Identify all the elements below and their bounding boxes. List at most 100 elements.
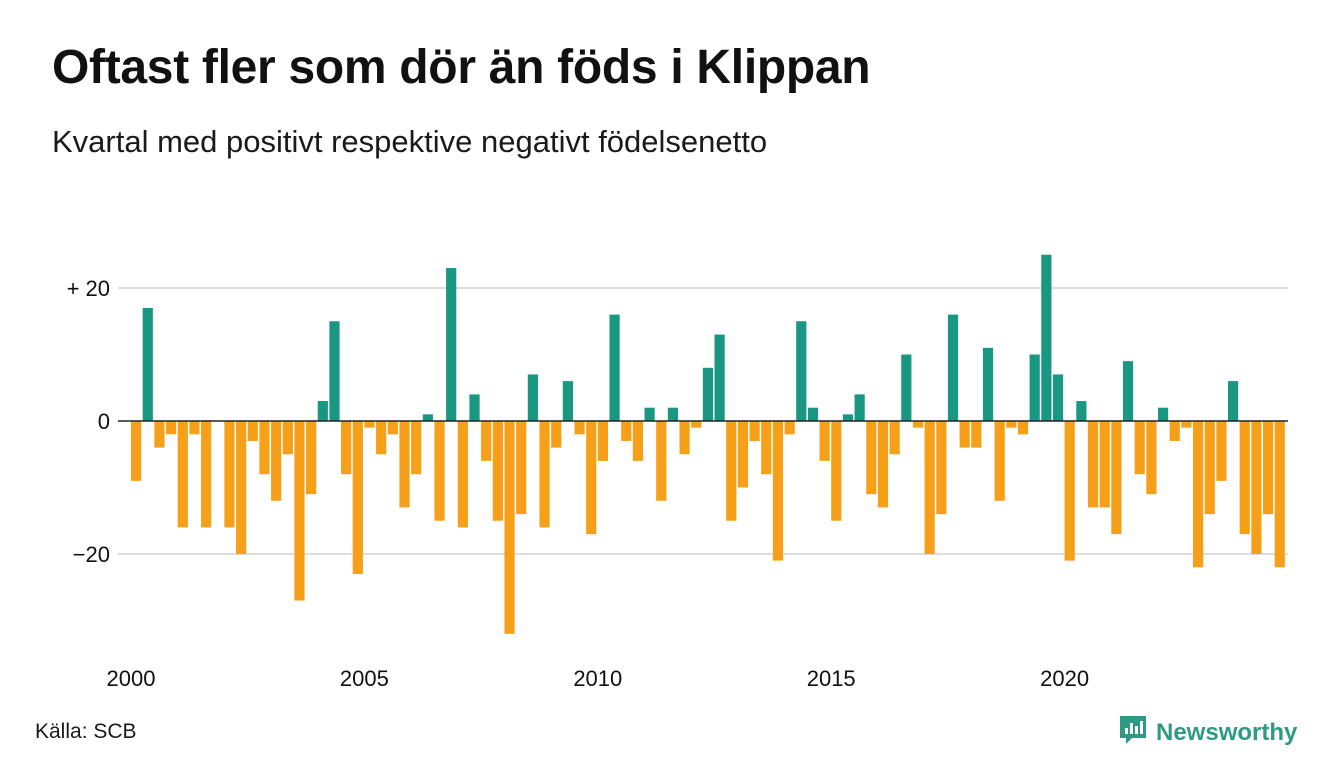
bar-positive <box>1122 361 1134 421</box>
x-tick-label: 2005 <box>340 666 389 691</box>
brand-logo[interactable]: Newsworthy <box>1118 714 1297 751</box>
bar-negative <box>959 421 970 448</box>
bar-negative <box>691 421 702 428</box>
bar-negative <box>784 421 795 435</box>
bar-negative <box>772 421 784 561</box>
bar-negative <box>1274 421 1285 568</box>
bar-positive <box>901 354 912 421</box>
bar-negative <box>1262 421 1274 515</box>
bar-positive <box>446 268 457 421</box>
bar-negative <box>201 421 212 528</box>
bar-negative <box>247 421 258 441</box>
bar-positive <box>422 414 433 421</box>
bar-negative <box>271 421 282 501</box>
bar-negative <box>411 421 422 475</box>
bar-positive <box>644 407 655 421</box>
bar-negative <box>131 421 142 481</box>
x-tick-label: 2010 <box>573 666 622 691</box>
bar-negative <box>994 421 1005 501</box>
bar-negative <box>352 421 363 574</box>
chart-title: Oftast fler som dör än föds i Klippan <box>52 41 871 94</box>
bar-negative <box>166 421 177 435</box>
bar-negative <box>364 421 375 428</box>
bar-positive <box>1052 374 1064 421</box>
bar-negative <box>761 421 772 475</box>
bar-negative <box>1087 421 1099 508</box>
bar-negative <box>866 421 877 495</box>
bar-negative <box>224 421 235 528</box>
bar-positive <box>947 314 959 421</box>
bar-negative <box>679 421 690 455</box>
bar-negative <box>481 421 492 461</box>
bar-negative <box>1064 421 1075 561</box>
bar-negative <box>306 421 317 495</box>
bar-negative <box>1204 421 1215 515</box>
bar-negative <box>387 421 398 435</box>
bar-positive <box>714 334 725 421</box>
bar-positive <box>854 394 865 421</box>
source-note: Källa: SCB <box>35 720 137 743</box>
bar-negative <box>1251 421 1262 554</box>
bar-positive <box>1076 401 1087 421</box>
bar-negative <box>912 421 924 428</box>
bar-negative <box>819 421 830 461</box>
bar-negative <box>1146 421 1157 495</box>
bar-negative <box>1169 421 1180 441</box>
bar-negative <box>259 421 270 475</box>
bar-negative <box>539 421 550 528</box>
bar-negative <box>341 421 352 475</box>
bar-positive <box>1041 254 1052 421</box>
bar-negative <box>399 421 410 508</box>
bar-positive <box>807 407 819 421</box>
bars <box>131 254 1285 634</box>
bar-positive <box>609 314 620 421</box>
bar-negative <box>1111 421 1122 535</box>
bar-negative <box>889 421 900 455</box>
bar-negative <box>457 421 468 528</box>
bar-negative <box>1134 421 1145 475</box>
bar-positive <box>842 414 854 421</box>
bar-negative <box>877 421 889 508</box>
gridlines <box>118 287 1288 555</box>
bar-negative <box>177 421 188 528</box>
bar-negative <box>656 421 667 501</box>
bar-negative <box>1239 421 1250 535</box>
newsworthy-logo-icon <box>1118 714 1148 751</box>
x-tick-label: 2020 <box>1040 666 1089 691</box>
bar-negative <box>376 421 387 455</box>
brand-name: Newsworthy <box>1156 718 1298 746</box>
bar-positive <box>329 321 340 421</box>
bar-positive <box>796 321 807 421</box>
bar-positive <box>562 381 573 421</box>
bar-negative <box>749 421 760 441</box>
x-tick-label: 2015 <box>807 666 856 691</box>
bar-negative <box>621 421 632 441</box>
bar-negative <box>1216 421 1227 481</box>
bar-positive <box>1157 407 1169 421</box>
bar-negative <box>236 421 247 554</box>
bar-positive <box>469 394 480 421</box>
bar-negative <box>632 421 644 461</box>
bar-negative <box>1006 421 1017 428</box>
bar-negative <box>1192 421 1204 568</box>
y-tick-label: 0 <box>98 409 110 434</box>
bar-negative <box>282 421 293 455</box>
bar-negative <box>737 421 749 488</box>
bar-positive <box>1029 354 1040 421</box>
bar-negative <box>504 421 515 634</box>
bar-positive <box>527 374 538 421</box>
y-tick-label: −20 <box>73 542 110 567</box>
bar-negative <box>516 421 527 515</box>
bar-negative <box>586 421 597 535</box>
bar-negative <box>154 421 165 448</box>
bar-negative <box>189 421 200 435</box>
y-tick-label: + 20 <box>67 276 110 301</box>
bar-positive <box>702 367 714 421</box>
bar-negative <box>294 421 305 601</box>
bar-negative <box>831 421 842 521</box>
bar-negative <box>1181 421 1192 428</box>
bar-negative <box>1099 421 1110 508</box>
axes: + 20 0 −20 2000 2005 2010 2015 2020 <box>67 276 1288 691</box>
bar-positive <box>317 401 328 421</box>
